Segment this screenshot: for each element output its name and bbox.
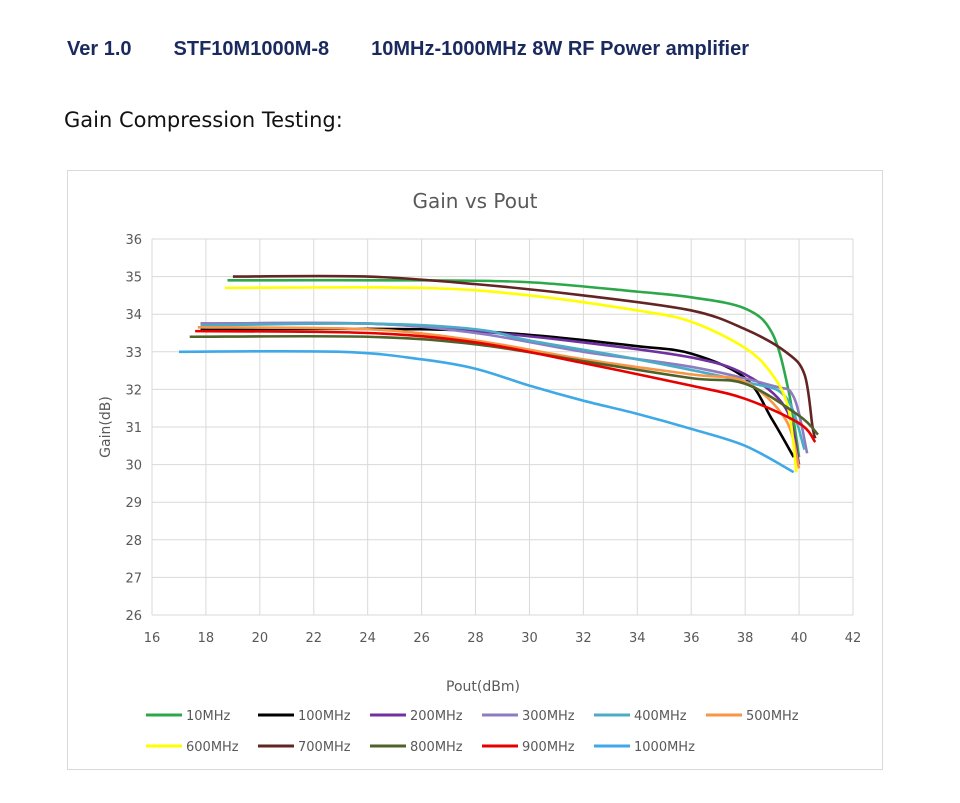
y-tick-label: 31 xyxy=(125,421,142,436)
legend-label: 800MHz xyxy=(410,740,463,755)
x-tick-label: 42 xyxy=(845,631,862,646)
series-line-10mhz xyxy=(227,278,801,458)
x-tick-label: 28 xyxy=(467,631,484,646)
x-tick-label: 30 xyxy=(521,631,538,646)
version: Ver 1.0 xyxy=(67,38,132,60)
series-line-600mhz xyxy=(224,286,798,473)
legend-label: 10MHz xyxy=(186,709,231,724)
x-tick-label: 38 xyxy=(737,631,754,646)
x-tick-label: 18 xyxy=(198,631,215,646)
x-axis-label: Pout(dBm) xyxy=(446,679,520,695)
series-line-300mhz xyxy=(200,321,809,454)
x-tick-label: 34 xyxy=(629,631,646,646)
legend-label: 100MHz xyxy=(298,709,351,724)
series-line-500mhz xyxy=(197,326,801,469)
chart-frame xyxy=(67,170,883,770)
series-line-700mhz xyxy=(232,274,817,439)
y-tick-label: 35 xyxy=(125,271,142,286)
y-tick-label: 29 xyxy=(125,496,142,511)
series-line-900mhz xyxy=(195,329,817,443)
y-tick-label: 32 xyxy=(125,383,142,398)
legend-label: 500MHz xyxy=(746,709,799,724)
x-tick-label: 22 xyxy=(305,631,322,646)
y-tick-label: 34 xyxy=(125,308,142,323)
section-title: Gain Compression Testing: xyxy=(64,108,343,132)
legend-label: 600MHz xyxy=(186,740,239,755)
series-line-100mhz xyxy=(200,327,795,458)
y-tick-label: 27 xyxy=(125,571,142,586)
x-tick-label: 16 xyxy=(144,631,161,646)
y-axis-label: Gain(dB) xyxy=(98,396,114,458)
y-tick-label: 33 xyxy=(125,346,142,361)
x-tick-label: 40 xyxy=(791,631,808,646)
model-number: STF10M1000M-8 xyxy=(173,38,330,60)
x-tick-label: 20 xyxy=(252,631,269,646)
legend-label: 200MHz xyxy=(410,709,463,724)
x-tick-label: 26 xyxy=(413,631,430,646)
series-line-1000mhz xyxy=(178,349,795,474)
legend-label: 300MHz xyxy=(522,709,575,724)
legend-label: 700MHz xyxy=(298,740,351,755)
chart-title: Gain vs Pout xyxy=(412,189,537,213)
y-tick-label: 30 xyxy=(125,459,142,474)
series-line-400mhz xyxy=(200,322,806,450)
product-description: 10MHz-1000MHz 8W RF Power amplifier xyxy=(371,38,750,60)
document-header: Ver 1.0 STF10M1000M-8 10MHz-1000MHz 8W RF … xyxy=(67,38,791,61)
legend-label: 900MHz xyxy=(522,740,575,755)
x-tick-label: 32 xyxy=(575,631,592,646)
x-tick-label: 24 xyxy=(359,631,376,646)
y-tick-label: 28 xyxy=(125,534,142,549)
series-line-800mhz xyxy=(189,334,819,436)
x-tick-label: 36 xyxy=(683,631,700,646)
y-tick-label: 36 xyxy=(125,233,142,248)
y-tick-label: 26 xyxy=(125,609,142,624)
legend-label: 400MHz xyxy=(634,709,687,724)
legend-label: 1000MHz xyxy=(634,740,695,755)
